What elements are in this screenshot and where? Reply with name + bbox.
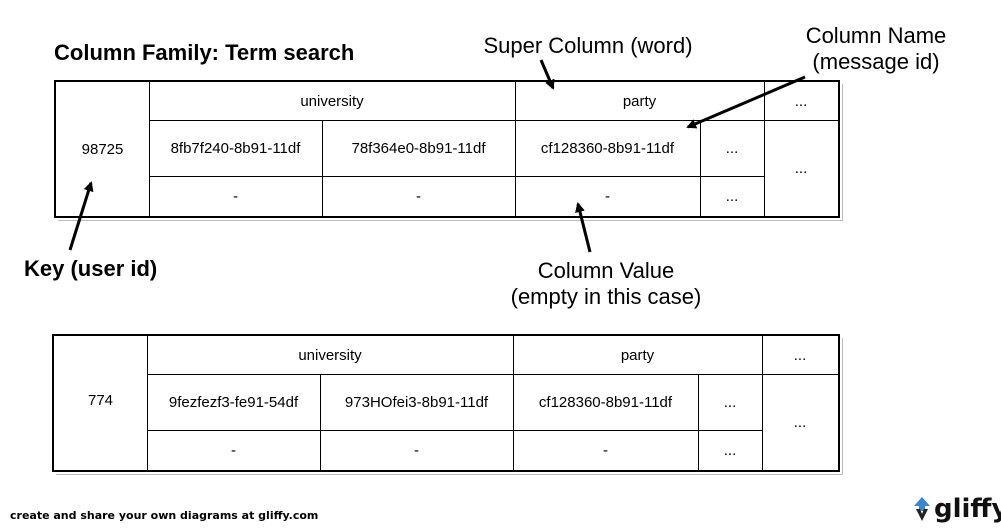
divider bbox=[147, 430, 762, 431]
column-name-cell: ... bbox=[793, 413, 807, 431]
column-name-annotation-line2: (message id) bbox=[812, 49, 940, 74]
column-name-cell: ... bbox=[794, 159, 808, 177]
super-column-header: ... bbox=[793, 346, 807, 364]
column-value-cell: - bbox=[416, 187, 421, 205]
row-table-2: 774 university party ... 9fezfezf3-fe91-… bbox=[52, 334, 843, 475]
row-key: 774 bbox=[87, 391, 114, 409]
divider bbox=[322, 120, 323, 216]
column-value-cell: ... bbox=[723, 441, 737, 459]
row-key: 98725 bbox=[81, 140, 124, 158]
divider bbox=[149, 82, 150, 216]
divider bbox=[149, 120, 838, 121]
divider bbox=[147, 336, 148, 470]
super-column-header: university bbox=[300, 92, 364, 110]
key-arrow bbox=[68, 181, 94, 251]
column-value-annotation-line1: Column Value bbox=[537, 258, 675, 283]
column-name-cell: 8fb7f240-8b91-11df bbox=[170, 139, 301, 157]
column-family-title: Column Family: Term search bbox=[54, 40, 355, 65]
column-name-cell: ... bbox=[723, 393, 737, 411]
divider bbox=[515, 82, 516, 216]
divider bbox=[764, 82, 765, 216]
column-value-annotation: Column Value (empty in this case) bbox=[486, 258, 726, 310]
column-value-arrow bbox=[575, 202, 592, 253]
divider bbox=[147, 374, 838, 375]
gliffy-logo-icon bbox=[914, 497, 930, 521]
super-column-header: university bbox=[298, 346, 362, 364]
gliffy-logo-text: gliffy bbox=[934, 494, 1001, 524]
column-name-annotation: Column Name (message id) bbox=[790, 23, 962, 75]
column-name-cell: 973HOfei3-8b91-11df bbox=[344, 393, 489, 411]
column-value-cell: - bbox=[414, 441, 419, 459]
key-annotation: Key (user id) bbox=[24, 256, 158, 281]
column-value-cell: - bbox=[605, 187, 610, 205]
divider bbox=[320, 374, 321, 470]
super-column-annotation: Super Column (word) bbox=[483, 33, 693, 58]
column-name-cell: 9fezfezf3-fe91-54df bbox=[168, 393, 299, 411]
footer-text[interactable]: create and share your own diagrams at gl… bbox=[10, 509, 319, 522]
divider bbox=[698, 374, 699, 470]
super-column-header: party bbox=[622, 92, 657, 110]
divider bbox=[513, 336, 514, 470]
super-column-arrow bbox=[539, 59, 555, 90]
column-value-cell: - bbox=[233, 187, 238, 205]
divider bbox=[762, 336, 763, 470]
gliffy-logo[interactable]: gliffy bbox=[912, 494, 1001, 524]
divider bbox=[149, 176, 764, 177]
column-name-annotation-line1: Column Name bbox=[805, 23, 947, 48]
row-table-1: 98725 university party ... 8fb7f240-8b91… bbox=[54, 80, 843, 221]
column-name-cell: cf128360-8b91-11df bbox=[540, 139, 675, 157]
column-name-cell: cf128360-8b91-11df bbox=[538, 393, 673, 411]
column-name-cell: 78f364e0-8b91-11df bbox=[351, 139, 486, 157]
super-column-header: party bbox=[620, 346, 655, 364]
divider bbox=[700, 120, 701, 216]
column-name-arrow bbox=[686, 75, 806, 129]
column-value-cell: - bbox=[603, 441, 608, 459]
column-value-cell: - bbox=[231, 441, 236, 459]
column-name-cell: ... bbox=[725, 139, 739, 157]
super-column-header: ... bbox=[794, 92, 808, 110]
column-value-annotation-line2: (empty in this case) bbox=[510, 284, 702, 309]
column-value-cell: ... bbox=[725, 187, 739, 205]
